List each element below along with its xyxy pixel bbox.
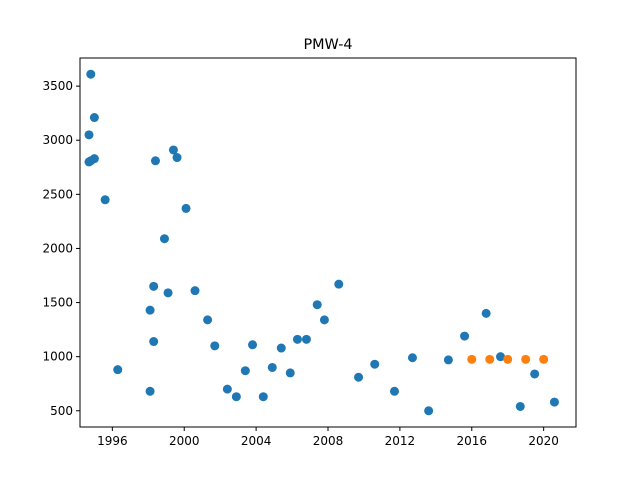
data-point bbox=[203, 315, 213, 325]
data-point bbox=[86, 69, 96, 79]
data-point bbox=[530, 369, 540, 379]
data-point bbox=[149, 281, 159, 291]
y-tick-label: 2500 bbox=[42, 187, 73, 201]
data-point bbox=[222, 384, 232, 394]
data-point bbox=[485, 354, 495, 364]
y-tick-label: 1000 bbox=[42, 350, 73, 364]
data-point bbox=[84, 130, 94, 140]
data-point bbox=[163, 288, 173, 298]
data-point bbox=[312, 300, 322, 310]
data-point bbox=[89, 113, 99, 123]
data-point bbox=[292, 334, 302, 344]
data-point bbox=[521, 354, 531, 364]
series-2 bbox=[467, 354, 549, 364]
data-point bbox=[168, 145, 178, 155]
x-tick-label: 1996 bbox=[97, 434, 128, 448]
data-point bbox=[113, 365, 123, 375]
data-points bbox=[84, 69, 559, 416]
x-tick-label: 2020 bbox=[528, 434, 559, 448]
data-point bbox=[539, 354, 549, 364]
data-point bbox=[407, 353, 417, 363]
data-point bbox=[496, 352, 506, 362]
data-point bbox=[248, 340, 258, 350]
y-tick-label: 3000 bbox=[42, 133, 73, 147]
data-point bbox=[145, 386, 155, 396]
data-point bbox=[181, 203, 191, 213]
data-point bbox=[424, 406, 434, 416]
data-point bbox=[370, 359, 380, 369]
data-point bbox=[190, 286, 200, 296]
x-tick-label: 2004 bbox=[241, 434, 272, 448]
data-point bbox=[267, 362, 277, 372]
data-point bbox=[334, 279, 344, 289]
plot-area-frame bbox=[79, 57, 577, 428]
data-point bbox=[240, 366, 250, 376]
x-tick-label: 2008 bbox=[313, 434, 344, 448]
data-point bbox=[231, 392, 241, 402]
data-point bbox=[503, 354, 513, 364]
data-point bbox=[159, 234, 169, 244]
chart-title: PMW-4 bbox=[303, 37, 352, 53]
data-point bbox=[150, 156, 160, 166]
data-point bbox=[145, 305, 155, 315]
x-tick-label: 2016 bbox=[456, 434, 487, 448]
data-point bbox=[258, 392, 268, 402]
data-point bbox=[89, 154, 99, 164]
x-tick-label: 2000 bbox=[169, 434, 200, 448]
data-point bbox=[515, 401, 525, 411]
data-point bbox=[100, 195, 110, 205]
data-point bbox=[149, 337, 159, 347]
series-1 bbox=[84, 69, 559, 416]
data-point bbox=[389, 386, 399, 396]
data-point bbox=[276, 343, 286, 353]
y-axis: 500 1000 1500 2000 2500 3000 3500 bbox=[42, 79, 80, 418]
data-point bbox=[319, 315, 329, 325]
x-axis: 1996 2000 2004 2008 2012 2016 2020 bbox=[97, 427, 559, 448]
data-point bbox=[467, 354, 477, 364]
data-point bbox=[172, 153, 182, 163]
y-tick-label: 1500 bbox=[42, 296, 73, 310]
data-point bbox=[460, 331, 470, 341]
data-point bbox=[285, 368, 295, 378]
data-point bbox=[443, 355, 453, 365]
y-tick-label: 2000 bbox=[42, 241, 73, 255]
data-point bbox=[481, 308, 491, 318]
y-tick-label: 3500 bbox=[42, 79, 73, 93]
data-point bbox=[210, 341, 220, 351]
data-point bbox=[549, 397, 559, 407]
data-point bbox=[301, 334, 311, 344]
x-tick-label: 2012 bbox=[385, 434, 416, 448]
y-tick-label: 500 bbox=[50, 404, 73, 418]
data-point bbox=[354, 372, 364, 382]
